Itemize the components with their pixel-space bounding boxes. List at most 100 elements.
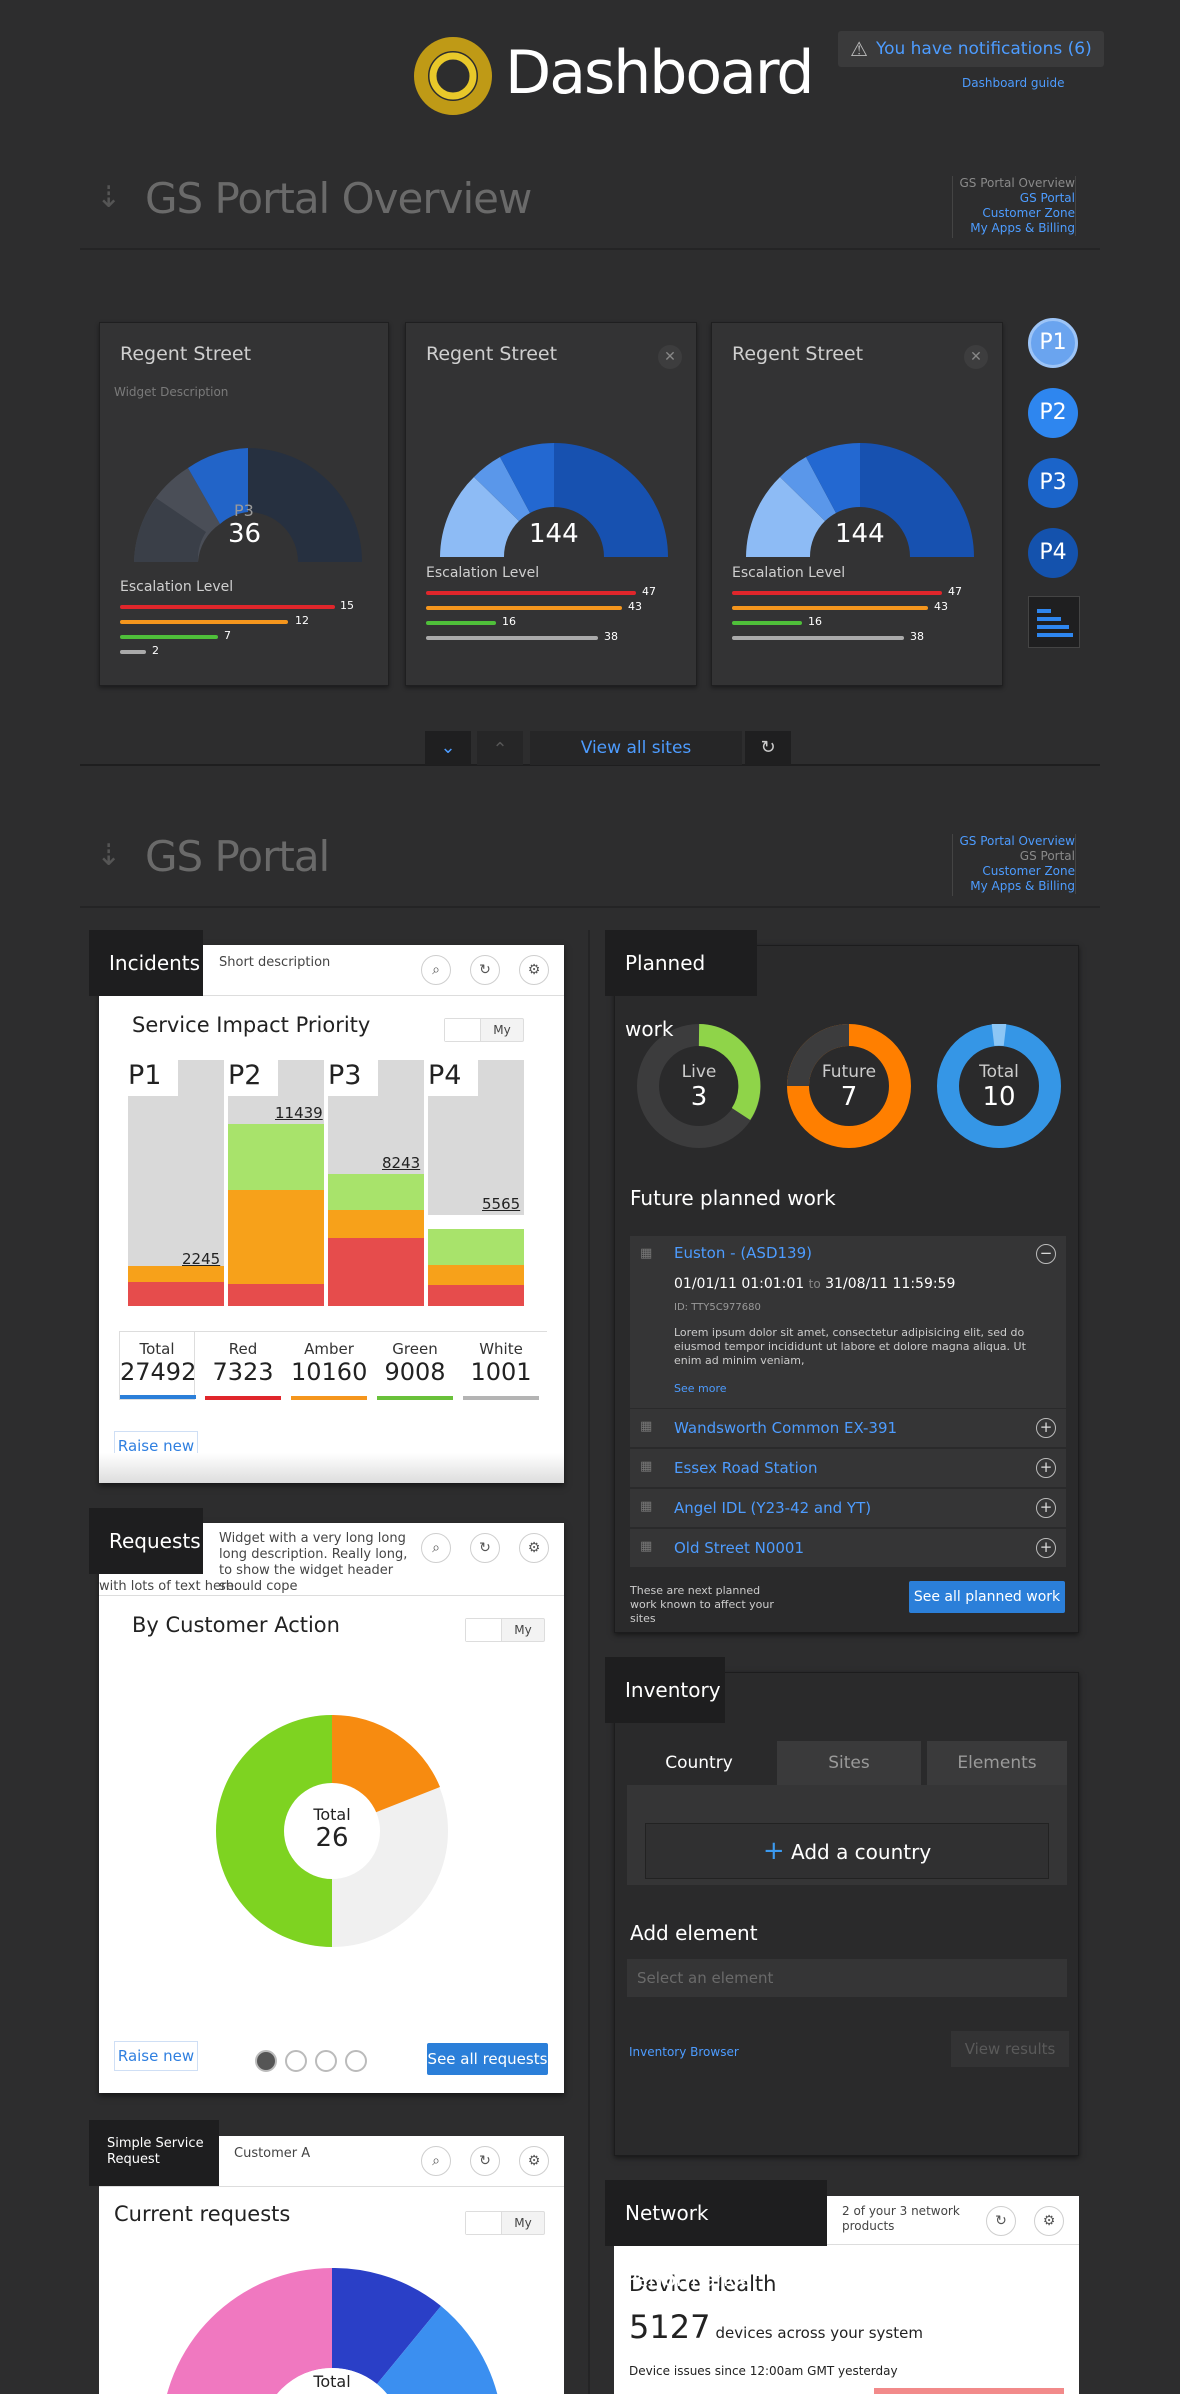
stat-green[interactable]: Green 9008 — [377, 1332, 453, 1400]
page-dot[interactable] — [285, 2050, 307, 2072]
priority-button-p1[interactable]: P1 — [1028, 318, 1078, 368]
tab-country[interactable]: Country — [627, 1741, 771, 1785]
gear-icon[interactable]: ⚙ — [519, 2146, 549, 2176]
crumb-separator — [952, 176, 953, 238]
esc-value: 38 — [604, 630, 618, 643]
widget-footer-fade — [99, 1453, 564, 1483]
priority-button-p2[interactable]: P2 — [1028, 388, 1078, 438]
gauge-label: P3 — [234, 501, 254, 520]
my-toggle[interactable]: My — [465, 1618, 545, 1642]
refresh-icon[interactable]: ↻ — [470, 955, 500, 985]
see-more-link[interactable]: See more — [674, 1382, 727, 1395]
close-icon[interactable]: ✕ — [658, 345, 682, 369]
work-item-name[interactable]: Angel IDL (Y23-42 and YT) — [674, 1499, 871, 1517]
work-item-row[interactable]: ▦ Old Street N0001 + — [630, 1529, 1066, 1568]
card-title: Regent Street — [732, 343, 863, 365]
chevron-down-icon[interactable]: ⌄ — [425, 731, 471, 765]
see-all-planned-button[interactable]: See all planned work — [909, 1581, 1065, 1613]
crumb-link[interactable]: GS Portal Overview — [952, 834, 1075, 849]
tab-elements[interactable]: Elements — [927, 1741, 1067, 1785]
plus-icon[interactable]: + — [1036, 1538, 1056, 1558]
crumb-link[interactable]: Customer Zone — [952, 206, 1075, 221]
crumb-link[interactable]: My Apps & Billing — [952, 879, 1075, 894]
breadcrumb-portal: GS Portal Overview GS Portal Customer Zo… — [952, 834, 1076, 894]
future-planned-title: Future planned work — [630, 1186, 836, 1210]
search-icon[interactable]: ⌕ — [421, 1533, 451, 1563]
work-item-name[interactable]: Old Street N0001 — [674, 1539, 804, 1557]
expanded-work-item[interactable]: ▦ Euston - (ASD139) − 01/01/11 01:01:01 … — [630, 1236, 1066, 1408]
work-item-name[interactable]: Wandsworth Common EX-391 — [674, 1419, 897, 1437]
gauge-value: 144 — [835, 519, 885, 549]
donut-total-label: Total — [299, 2372, 365, 2391]
inventory-browser-link[interactable]: Inventory Browser — [629, 2045, 739, 2059]
crumb-link[interactable]: GS Portal — [952, 191, 1075, 206]
view-results-button[interactable]: View results — [951, 2031, 1069, 2067]
gear-icon[interactable]: ⚙ — [519, 955, 549, 985]
search-icon[interactable]: ⌕ — [421, 2146, 451, 2176]
stat-white[interactable]: White 1001 — [463, 1332, 539, 1400]
site-card[interactable]: Regent Street ✕ 144 Escalation Level 47 … — [711, 322, 1003, 686]
work-item-row[interactable]: ▦ Wandsworth Common EX-391 + — [630, 1409, 1066, 1448]
stat-total[interactable]: Total 27492 — [119, 1332, 195, 1400]
dashboard-guide-link[interactable]: Dashboard guide — [962, 76, 1064, 90]
chevron-up-icon[interactable]: ⌃ — [477, 731, 523, 765]
crumb-link[interactable]: Customer Zone — [952, 864, 1075, 879]
plus-icon[interactable]: + — [1036, 1458, 1056, 1478]
site-card[interactable]: Regent Street Widget Description P3 36 E… — [99, 322, 389, 686]
esc-bar-grey — [120, 650, 146, 654]
escalation-label: Escalation Level — [120, 579, 233, 595]
toggle-label: My — [502, 2212, 544, 2234]
element-select[interactable]: Select an element — [627, 1959, 1067, 1997]
refresh-icon[interactable]: ↻ — [986, 2206, 1016, 2236]
refresh-icon[interactable]: ↻ — [470, 2146, 500, 2176]
esc-value: 12 — [295, 614, 309, 627]
add-country-button[interactable]: + Add a country — [645, 1823, 1049, 1879]
raise-new-button[interactable]: Raise new — [114, 2041, 198, 2071]
gear-icon[interactable]: ⚙ — [519, 1533, 549, 1563]
stat-amber[interactable]: Amber 10160 — [291, 1332, 367, 1400]
plus-icon[interactable]: + — [1036, 1418, 1056, 1438]
my-toggle[interactable]: My — [465, 2211, 545, 2235]
widget-title-simple-service: Simple Service Request — [89, 2120, 219, 2186]
breadcrumb-overview: GS Portal Overview GS Portal Customer Zo… — [952, 176, 1076, 236]
minus-icon[interactable]: − — [1036, 1244, 1056, 1264]
refresh-icon[interactable]: ↻ — [470, 1533, 500, 1563]
plus-icon[interactable]: + — [1036, 1498, 1056, 1518]
my-toggle[interactable]: My — [444, 1018, 524, 1042]
planned-work-widget: Live 3 Future 7 Total 10 Future planned … — [614, 945, 1079, 1633]
crumb-link[interactable]: GS Portal Overview — [952, 176, 1075, 191]
crumb-link[interactable]: GS Portal — [952, 849, 1075, 864]
crumb-separator — [952, 834, 953, 896]
see-all-requests-button[interactable]: See all requests — [427, 2043, 548, 2075]
site-card[interactable]: Regent Street ✕ 144 Escalation Level 47 … — [405, 322, 697, 686]
work-item-row[interactable]: ▦ Angel IDL (Y23-42 and YT) + — [630, 1489, 1066, 1528]
search-icon[interactable]: ⌕ — [421, 955, 451, 985]
add-country-label: Add a country — [791, 1840, 931, 1864]
esc-bar-green — [426, 621, 496, 625]
close-icon[interactable]: ✕ — [964, 345, 988, 369]
widget-title-requests: Requests — [89, 1508, 203, 1574]
notifications-label: You have notifications (6) — [876, 39, 1092, 59]
page-dot[interactable] — [345, 2050, 367, 2072]
priority-button-p4[interactable]: P4 — [1028, 528, 1078, 578]
priority-button-p3[interactable]: P3 — [1028, 458, 1078, 508]
stat-red[interactable]: Red 7323 — [205, 1332, 281, 1400]
crumb-link[interactable]: My Apps & Billing — [952, 221, 1075, 236]
section-title-overview: GS Portal Overview — [145, 174, 531, 223]
escalation-label: Escalation Level — [426, 565, 539, 581]
widget-title-inventory: Inventory — [605, 1657, 725, 1723]
refresh-icon[interactable]: ↻ — [745, 731, 791, 765]
section-title-portal: GS Portal — [145, 832, 329, 881]
bar-list-icon[interactable] — [1028, 596, 1080, 648]
notifications-button[interactable]: ⚠ You have notifications (6) — [838, 31, 1104, 67]
view-all-sites-button[interactable]: View all sites — [530, 731, 742, 765]
work-item-name[interactable]: Euston - (ASD139) — [674, 1244, 812, 1262]
work-item-row[interactable]: ▦ Essex Road Station + — [630, 1449, 1066, 1488]
esc-bar-amber — [732, 606, 928, 610]
tab-sites[interactable]: Sites — [777, 1741, 921, 1785]
device-count: 5127 devices across your system — [629, 2308, 923, 2346]
gear-icon[interactable]: ⚙ — [1034, 2206, 1064, 2236]
work-item-name[interactable]: Essex Road Station — [674, 1459, 817, 1477]
page-dot[interactable] — [315, 2050, 337, 2072]
page-dot[interactable] — [255, 2050, 277, 2072]
